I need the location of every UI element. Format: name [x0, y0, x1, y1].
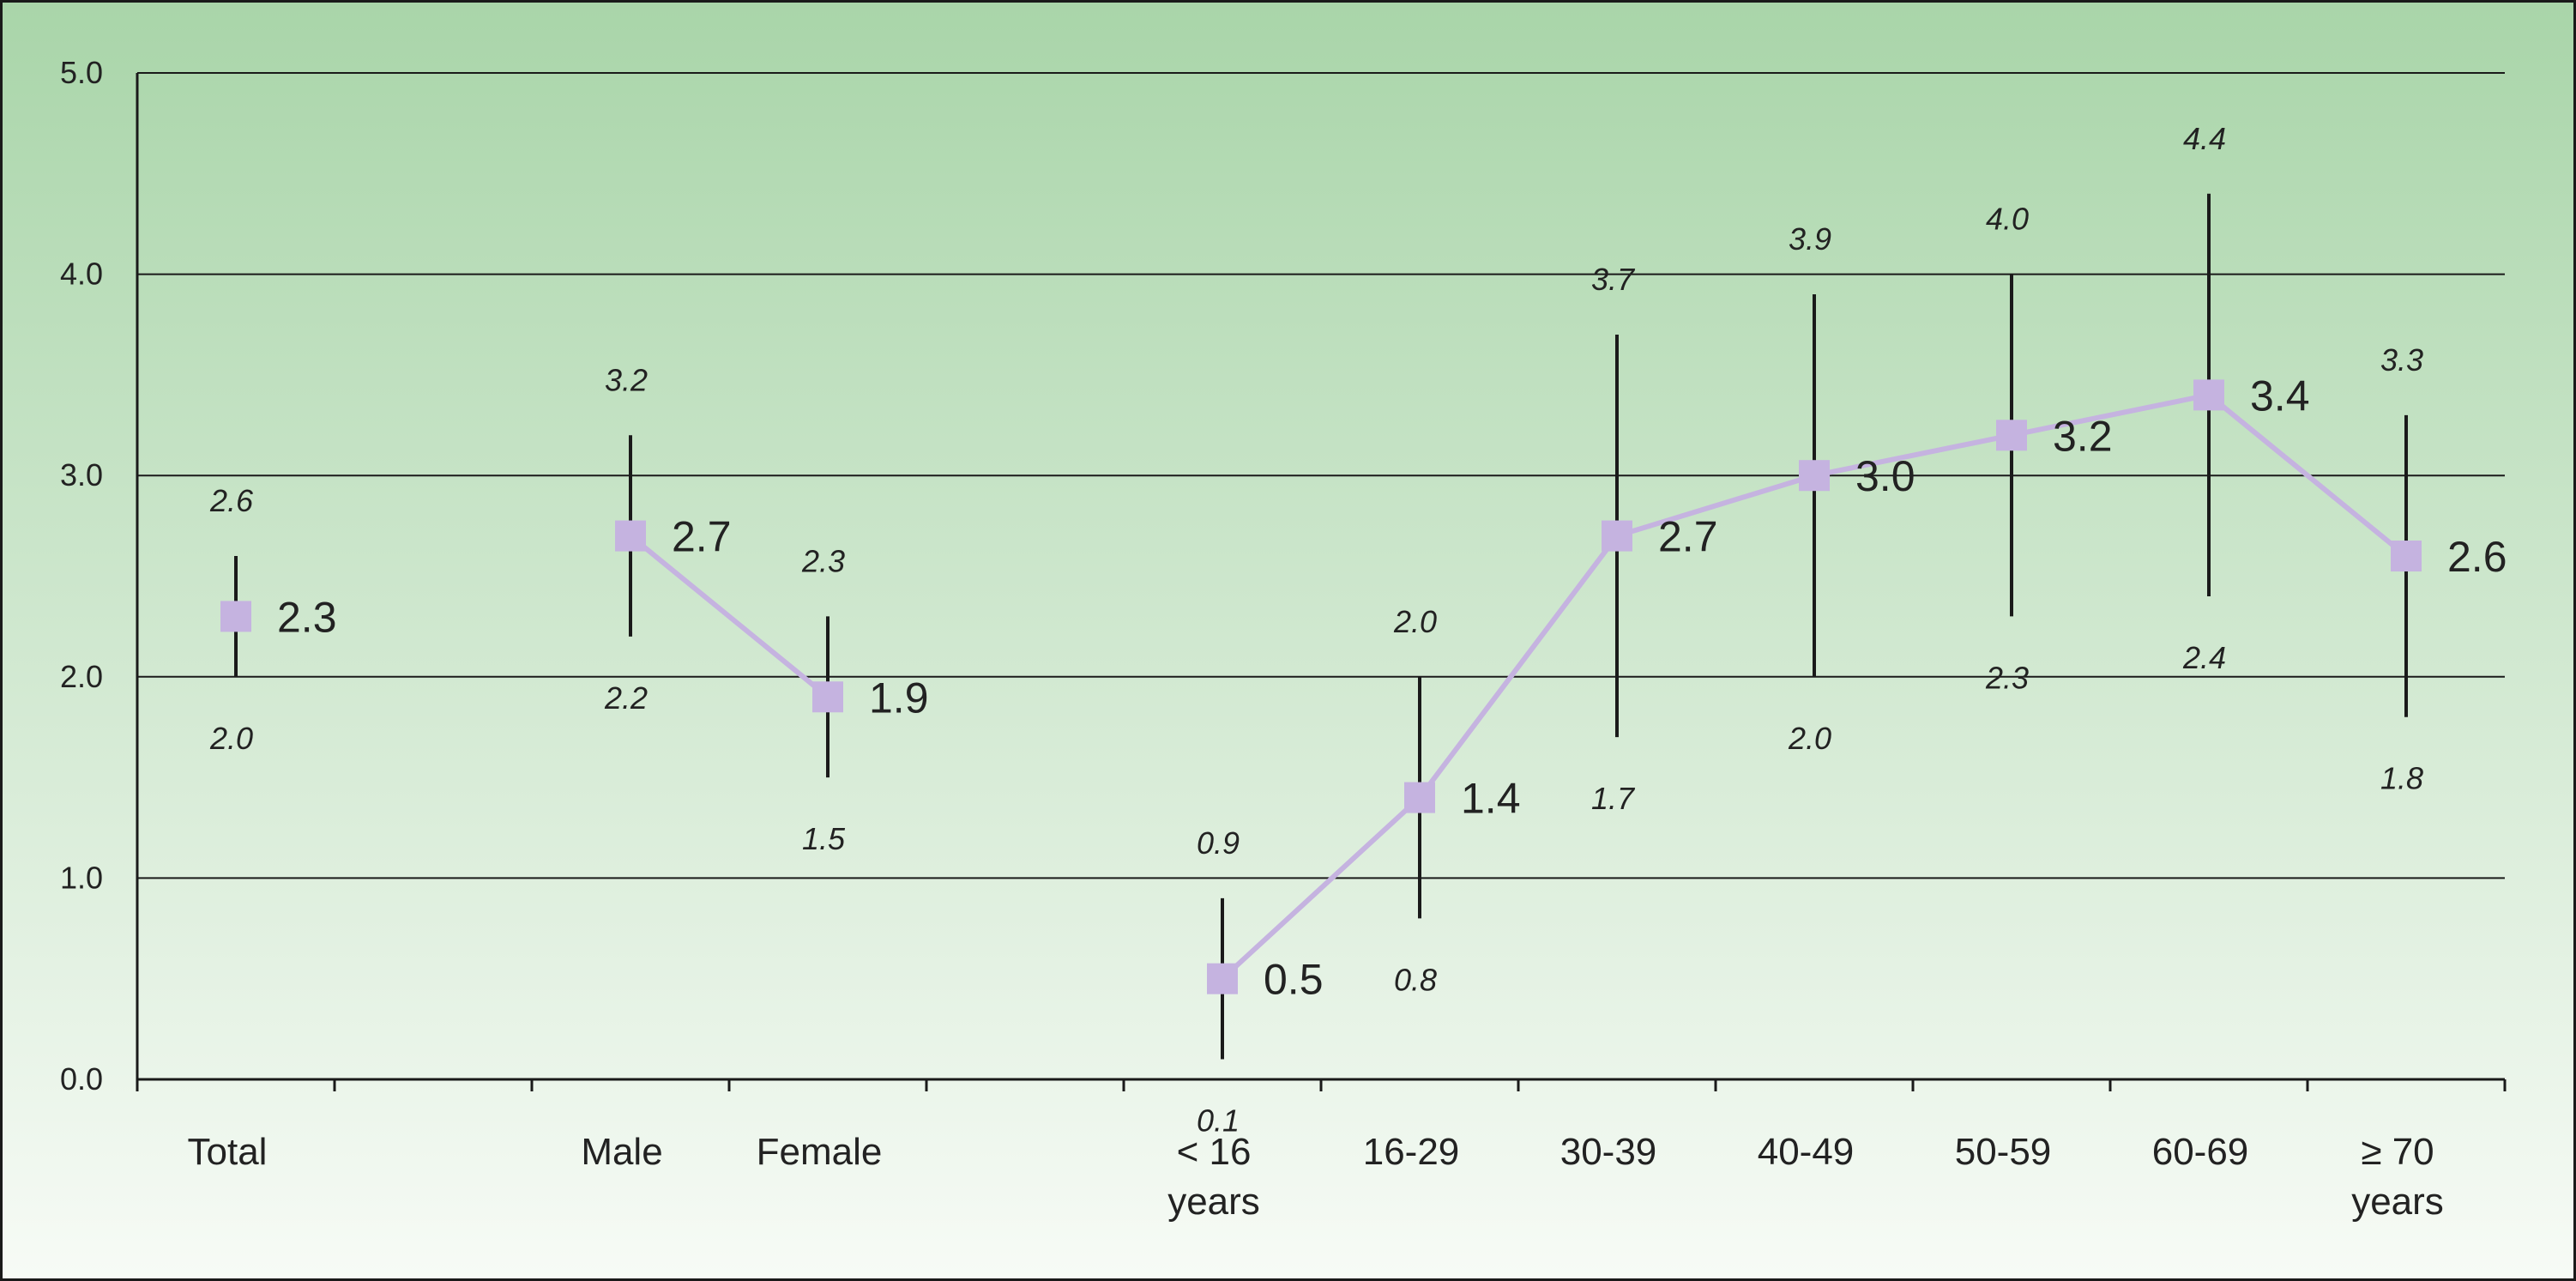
x-category-label: ≥ 70: [2361, 1131, 2434, 1173]
data-marker: [812, 681, 843, 713]
x-category-label: 50-59: [1955, 1131, 2052, 1173]
lower-ci-label: 0.8: [1394, 962, 1437, 997]
upper-ci-label: 2.6: [209, 483, 254, 518]
x-category-label: years: [2351, 1181, 2444, 1223]
y-tick-label: 0.0: [60, 1061, 103, 1097]
data-marker: [1799, 460, 1830, 492]
upper-ci-label: 4.0: [1986, 202, 2029, 237]
lower-ci-label: 2.3: [1985, 660, 2029, 695]
y-tick-label: 2.0: [60, 659, 103, 694]
data-marker: [220, 601, 251, 632]
lower-ci-label: 2.0: [209, 721, 253, 756]
y-tick-label: 1.0: [60, 860, 103, 895]
chart-background: [3, 3, 2573, 1278]
y-tick-label: 4.0: [60, 257, 103, 292]
x-category-label: < 16: [1177, 1131, 1252, 1173]
value-label: 2.3: [277, 593, 337, 641]
series-line-segment: [629, 534, 830, 699]
data-marker: [1404, 782, 1435, 813]
upper-ci-label: 4.4: [2183, 121, 2226, 156]
value-label: 1.4: [1461, 775, 1521, 823]
x-axis: [136, 73, 2507, 1091]
x-axis-category-labels: Total Male Female < 16 years 16-29 30-39 40-49 5…: [188, 1131, 2444, 1223]
x-category-label: Total: [188, 1131, 268, 1173]
data-marker: [2193, 379, 2224, 411]
lower-ci-label: 1.8: [2380, 761, 2423, 796]
x-category-label: Female: [757, 1131, 883, 1173]
data-marker: [1207, 963, 1238, 994]
line-chart: 0.0 1.0 2.0 3.0 4.0 5.0 Total Male Female < 16 ye…: [3, 3, 2573, 1278]
value-label: 1.9: [869, 674, 929, 722]
x-category-label: 16-29: [1363, 1131, 1460, 1173]
upper-ci-label: 3.7: [1591, 262, 1636, 297]
y-axis-tick-labels: 0.0 1.0 2.0 3.0 4.0 5.0: [60, 55, 103, 1097]
x-category-label: 60-69: [2152, 1131, 2249, 1173]
y-tick-label: 5.0: [60, 55, 103, 90]
lower-ci-label: 2.4: [2182, 640, 2226, 675]
x-category-label: 30-39: [1560, 1131, 1657, 1173]
data-marker: [615, 520, 646, 552]
lower-ci-label: 1.5: [802, 821, 846, 856]
upper-ci-label: 3.9: [1789, 221, 1831, 257]
x-category-label: 40-49: [1758, 1131, 1855, 1173]
upper-ci-label: 2.0: [1393, 604, 1437, 639]
upper-ci-label: 0.9: [1197, 825, 1240, 861]
data-labels: 2.6 2.0 3.2 2.2 2.3 1.5 0.9 0.1 2.0 0.8 3.7 1.7 3.9 2…: [209, 121, 2507, 1139]
value-label: 2.6: [2447, 533, 2507, 581]
x-category-label: years: [1167, 1181, 1260, 1223]
data-marker: [2391, 541, 2422, 572]
upper-ci-label: 2.3: [801, 543, 845, 578]
gridlines: [137, 72, 2505, 879]
data-marker: [1602, 520, 1632, 552]
data-markers: [220, 379, 2422, 994]
value-label: 0.5: [1264, 956, 1324, 1004]
lower-ci-label: 0.1: [1197, 1103, 1240, 1139]
data-marker: [1996, 420, 2027, 451]
lower-ci-label: 2.0: [1788, 721, 1831, 756]
value-label: 3.2: [2053, 412, 2113, 460]
x-category-label: Male: [581, 1131, 662, 1173]
lower-ci-label: 1.7: [1591, 781, 1636, 816]
value-label: 3.0: [1855, 452, 1915, 500]
value-label: 2.7: [1658, 513, 1718, 561]
y-tick-label: 3.0: [60, 457, 103, 492]
value-label: 2.7: [672, 513, 732, 561]
upper-ci-label: 3.3: [2380, 342, 2423, 378]
upper-ci-label: 3.2: [605, 362, 648, 397]
value-label: 3.4: [2250, 372, 2310, 420]
lower-ci-label: 2.2: [604, 680, 648, 716]
